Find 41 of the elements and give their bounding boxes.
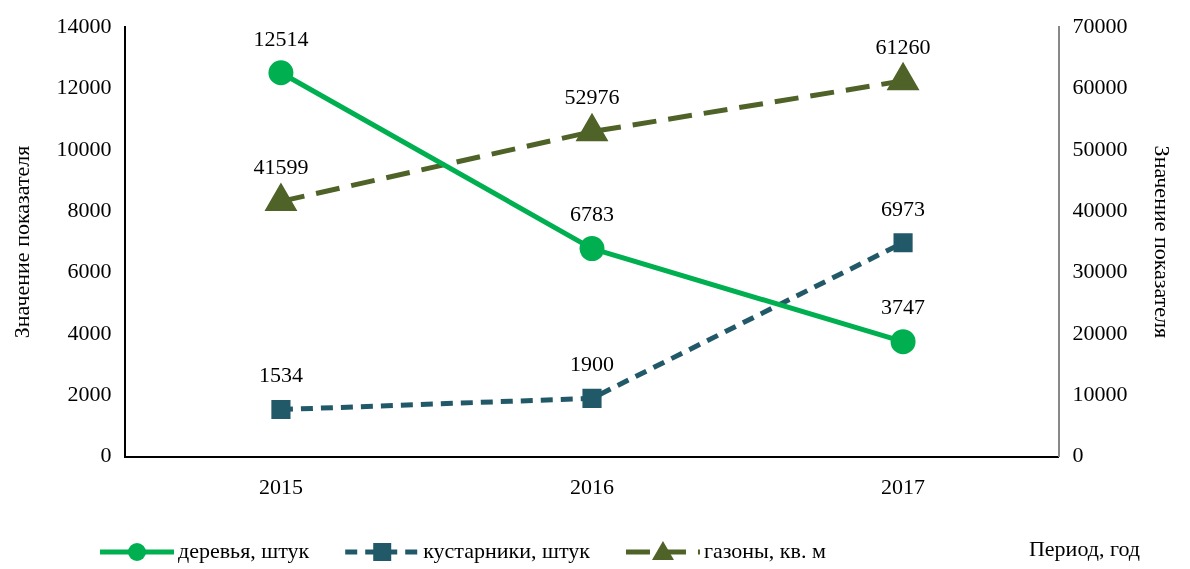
point: [268, 60, 294, 86]
y2-tick-label: 10000: [1072, 381, 1128, 407]
y2-tick-label: 0: [1072, 442, 1084, 468]
data-label: 1534: [258, 362, 303, 388]
y2-tick-label: 30000: [1072, 258, 1128, 284]
x-tick-label: 2015: [258, 473, 303, 499]
y2-tick-label: 20000: [1072, 319, 1128, 345]
y2-tick-label: 40000: [1072, 197, 1128, 223]
data-label: 41599: [253, 154, 309, 180]
y2-tick-label: 60000: [1072, 74, 1128, 100]
y2-tick-label: 70000: [1072, 12, 1128, 38]
point: [893, 233, 913, 253]
data-label: 12514: [253, 25, 309, 51]
point: [890, 329, 916, 355]
y2-axis-title: Значение показателя: [1150, 145, 1176, 339]
y-tick-label: 2000: [67, 381, 112, 407]
data-label: 6973: [881, 195, 926, 221]
y-tick-label: 10000: [56, 135, 112, 161]
x-axis-title: Период, год: [1028, 535, 1140, 561]
y-tick-label: 6000: [67, 258, 112, 284]
y-tick-label: 12000: [56, 74, 112, 100]
y-tick-label: 0: [100, 442, 112, 468]
x-tick-label: 2017: [881, 473, 926, 499]
y-tick-label: 14000: [56, 12, 112, 38]
point: [579, 236, 605, 262]
point: [271, 399, 291, 420]
y-tick-label: 8000: [67, 197, 112, 223]
data-label: 52976: [564, 84, 620, 110]
legend-label: деревья, штук: [178, 537, 310, 563]
point: [582, 388, 602, 408]
data-label: 6783: [570, 201, 614, 227]
x-tick-label: 2016: [570, 473, 614, 499]
y2-tick-label: 50000: [1072, 135, 1128, 161]
legend-label: газоны, кв. м: [703, 537, 826, 563]
data-label: 61260: [875, 33, 931, 59]
y-tick-label: 4000: [67, 319, 112, 345]
point: [264, 182, 298, 211]
y-axis-title: Значение показателя: [8, 145, 34, 339]
data-label: 3747: [881, 294, 926, 320]
legend-label: кустарники, штук: [423, 537, 591, 563]
data-label: 1900: [570, 351, 614, 377]
